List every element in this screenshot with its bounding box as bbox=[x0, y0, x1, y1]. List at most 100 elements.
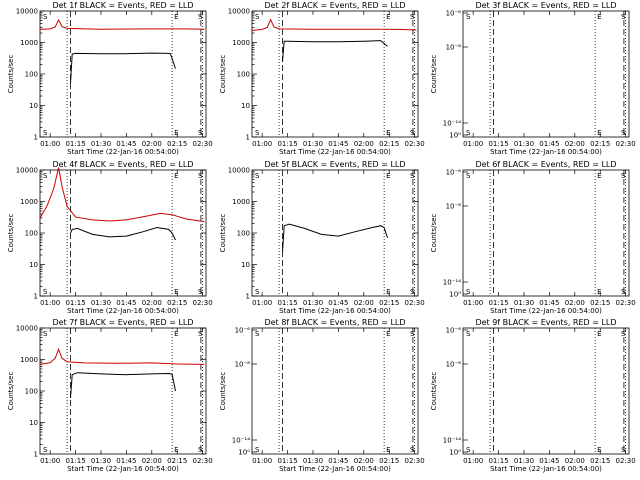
x-tick-label: 02:00 bbox=[354, 457, 374, 465]
plot-frame bbox=[39, 10, 207, 138]
segment-marker-bottom: S bbox=[410, 446, 415, 454]
chart-panel: Det 4f BLACK = Events, RED = LLD 01:00 01:… bbox=[7, 160, 213, 315]
x-tick-label: 01:45 bbox=[116, 299, 136, 307]
chart-title: Det 4f BLACK = Events, RED = LLD bbox=[52, 160, 193, 169]
x-tick-label: 02:30 bbox=[405, 140, 425, 148]
segment-marker-top: S bbox=[621, 330, 626, 338]
segment-marker-bottom: E bbox=[386, 129, 390, 137]
y-tick-label: 1 bbox=[246, 134, 250, 142]
x-axis-label: Start Time (22-Jan-16 00:54:00) bbox=[279, 307, 391, 315]
segment-marker-top: E bbox=[597, 172, 601, 180]
x-tick-label: 01:45 bbox=[539, 457, 559, 465]
x-tick-label: 02:00 bbox=[142, 140, 162, 148]
y-tick-label: 10⁻¹⁴ bbox=[443, 120, 461, 128]
x-tick-label: 01:30 bbox=[303, 140, 323, 148]
x-tick-label: 01:30 bbox=[514, 457, 534, 465]
segment-marker-top: S bbox=[255, 13, 260, 21]
x-tick-label: 01:15 bbox=[488, 299, 508, 307]
y-tick-label: 10⁻¹⁴ bbox=[443, 437, 461, 445]
segment-marker-top: S bbox=[466, 330, 471, 338]
lld-series-line bbox=[39, 348, 205, 365]
x-tick-label: 02:30 bbox=[405, 457, 425, 465]
x-tick-label: 01:15 bbox=[277, 457, 297, 465]
y-tick-label: 10 bbox=[29, 102, 38, 110]
events-series-line bbox=[70, 372, 176, 399]
x-tick-label: 01:00 bbox=[252, 299, 272, 307]
y-tick-label: 10⁻⁶ bbox=[446, 169, 462, 177]
segment-marker-bottom: E bbox=[386, 288, 390, 296]
x-tick-label: 02:30 bbox=[616, 299, 636, 307]
segment-marker-bottom: E bbox=[174, 288, 178, 296]
segment-marker-top: S bbox=[410, 13, 415, 21]
segment-marker-bottom: E bbox=[174, 129, 178, 137]
plot-frame bbox=[251, 169, 419, 297]
x-tick-label: 01:30 bbox=[514, 140, 534, 148]
segment-marker-bottom: S bbox=[43, 288, 48, 296]
y-tick-label: 10 bbox=[29, 419, 38, 427]
segment-marker-bottom: S bbox=[198, 446, 203, 454]
segment-marker-bottom: S bbox=[621, 446, 626, 454]
y-tick-label: 10 bbox=[241, 102, 250, 110]
chart-title: Det 6f BLACK = Events, RED = LLD bbox=[475, 160, 616, 169]
segment-marker-top: S bbox=[43, 330, 48, 338]
x-tick-label: 01:45 bbox=[539, 140, 559, 148]
x-tick-label: 01:00 bbox=[252, 457, 272, 465]
x-tick-label: 01:15 bbox=[488, 140, 508, 148]
x-axis-label: Start Time (22-Jan-16 00:54:00) bbox=[279, 465, 391, 473]
x-tick-label: 01:15 bbox=[277, 140, 297, 148]
x-tick-label: 02:15 bbox=[590, 457, 610, 465]
chart-panel: Det 7f BLACK = Events, RED = LLD 01:00 01:… bbox=[7, 318, 213, 473]
y-axis-label: Counts/sec bbox=[7, 372, 15, 411]
chart-title: Det 1f BLACK = Events, RED = LLD bbox=[52, 1, 193, 10]
plot-frame bbox=[462, 10, 630, 138]
segment-marker-bottom: S bbox=[255, 446, 260, 454]
x-tick-label: 01:15 bbox=[65, 299, 85, 307]
chart-panel: Det 8f BLACK = Events, RED = LLD 01:00 01:… bbox=[219, 318, 425, 473]
segment-marker-bottom: E bbox=[597, 129, 601, 137]
segment-marker-top: S bbox=[43, 172, 48, 180]
events-series-line bbox=[70, 226, 176, 241]
y-tick-label: 1 bbox=[34, 134, 38, 142]
x-tick-label: 01:45 bbox=[328, 140, 348, 148]
segment-marker-bottom: E bbox=[597, 288, 601, 296]
x-tick-label: 01:45 bbox=[328, 299, 348, 307]
y-axis-label: Counts/sec bbox=[219, 372, 227, 411]
x-tick-label: 02:15 bbox=[379, 457, 399, 465]
y-tick-label: 10⁻⁶ bbox=[446, 327, 462, 335]
segment-marker-top: S bbox=[410, 330, 415, 338]
y-tick-label: 10000 bbox=[16, 325, 38, 333]
segment-marker-bottom: S bbox=[255, 129, 260, 137]
y-tick-label: 10⁰ bbox=[238, 449, 250, 457]
lld-series-line bbox=[251, 18, 417, 31]
y-tick-label: 100 bbox=[25, 388, 38, 396]
y-tick-label: 1000 bbox=[232, 39, 250, 47]
x-axis-label: Start Time (22-Jan-16 00:54:00) bbox=[67, 465, 179, 473]
x-axis-label: Start Time (22-Jan-16 00:54:00) bbox=[67, 148, 179, 156]
y-tick-label: 10⁻⁶ bbox=[446, 10, 462, 18]
y-tick-label: 100 bbox=[237, 230, 250, 238]
segment-marker-bottom: S bbox=[410, 129, 415, 137]
y-tick-label: 10⁻⁸ bbox=[446, 361, 462, 369]
y-axis-label: Counts/sec bbox=[7, 55, 15, 94]
segment-marker-bottom: S bbox=[255, 288, 260, 296]
x-tick-label: 01:00 bbox=[252, 140, 272, 148]
x-axis-label: Start Time (22-Jan-16 00:54:00) bbox=[490, 307, 602, 315]
y-tick-label: 1000 bbox=[232, 198, 250, 206]
y-tick-label: 10000 bbox=[228, 167, 250, 175]
segment-marker-bottom: S bbox=[198, 288, 203, 296]
x-tick-label: 01:30 bbox=[91, 299, 111, 307]
plot-frame bbox=[251, 327, 419, 455]
x-axis-label: Start Time (22-Jan-16 00:54:00) bbox=[279, 148, 391, 156]
events-series-line bbox=[282, 223, 388, 253]
x-tick-label: 01:45 bbox=[116, 457, 136, 465]
y-tick-label: 10000 bbox=[228, 8, 250, 16]
x-tick-label: 01:00 bbox=[40, 299, 60, 307]
segment-marker-top: S bbox=[621, 172, 626, 180]
chart-panel: Det 2f BLACK = Events, RED = LLD 01:00 01:… bbox=[219, 1, 425, 156]
chart-panel: Det 6f BLACK = Events, RED = LLD 01:00 01:… bbox=[430, 160, 636, 315]
y-tick-label: 10⁰ bbox=[449, 132, 461, 140]
plot-frame bbox=[39, 327, 207, 455]
x-axis-label: Start Time (22-Jan-16 00:54:00) bbox=[67, 307, 179, 315]
events-series-line bbox=[70, 52, 176, 84]
